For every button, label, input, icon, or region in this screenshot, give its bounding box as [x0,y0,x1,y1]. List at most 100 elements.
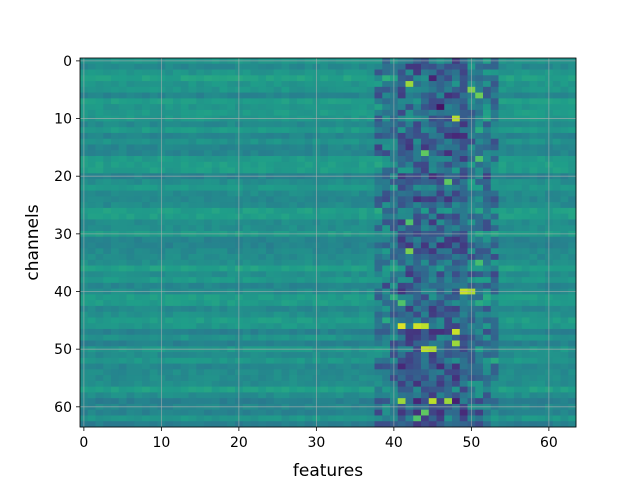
heatmap-cell [413,81,422,88]
heatmap-cell [266,328,275,336]
heatmap-cell [258,92,267,99]
heatmap-cell [436,156,445,163]
heatmap-cell [111,86,120,93]
heatmap-cell [118,63,127,70]
heatmap-cell [328,317,337,324]
heatmap-cell [552,357,561,364]
heatmap-cell [211,132,220,140]
heatmap-cell [506,409,515,416]
heatmap-cell [219,300,228,307]
heatmap-cell [242,248,251,255]
heatmap-cell [328,277,337,284]
heatmap-cell [142,421,151,428]
heatmap-cell [242,352,251,359]
heatmap-cell [304,196,313,203]
heatmap-cell [227,259,236,266]
heatmap-cell [273,386,282,393]
heatmap-cell [366,352,375,359]
heatmap-cell [320,415,329,422]
heatmap-cell [475,219,484,226]
heatmap-cell [297,213,306,220]
heatmap-cell [134,236,143,243]
heatmap-cell [366,86,375,93]
heatmap-cell [180,294,189,301]
heatmap-cell [552,380,561,388]
heatmap-cell [552,271,561,278]
heatmap-cell [537,132,546,140]
heatmap-cell [343,69,352,76]
heatmap-cell [266,334,275,341]
heatmap-cell [343,259,352,266]
heatmap-cell [475,271,484,278]
heatmap-cell [359,357,368,364]
heatmap-cell [397,294,406,301]
heatmap-cell [428,305,437,313]
heatmap-cell [366,225,375,232]
heatmap-cell [421,363,430,370]
heatmap-cell [366,311,375,318]
heatmap-cell [95,352,104,359]
heatmap-cell [258,334,267,341]
heatmap-cell [320,398,329,405]
heatmap-cell [359,242,368,249]
heatmap-cell [521,161,530,168]
heatmap-cell [320,184,329,192]
heatmap-cell [103,167,112,174]
heatmap-cell [281,202,290,209]
heatmap-cell [281,156,290,163]
heatmap-cell [552,265,561,272]
heatmap-cell [514,415,523,422]
heatmap-cell [111,317,120,324]
heatmap-cell [126,305,135,313]
heatmap-cell [289,75,298,82]
heatmap-cell [149,98,158,105]
heatmap-cell [475,265,484,272]
heatmap-cell [211,202,220,209]
heatmap-cell [444,184,453,192]
heatmap-cell [560,132,569,140]
heatmap-cell [219,254,228,261]
heatmap-cell [428,127,437,134]
heatmap-cell [87,392,96,399]
heatmap-cell [537,328,546,336]
heatmap-cell [475,167,484,174]
heatmap-cell [142,219,151,226]
heatmap-cell [552,161,561,168]
heatmap-cell [258,317,267,324]
heatmap-cell [266,132,275,140]
heatmap-cell [149,225,158,232]
heatmap-cell [227,219,236,226]
heatmap-cell [506,415,515,422]
heatmap-cell [328,132,337,140]
heatmap-cell [134,81,143,88]
heatmap-cell [173,398,182,405]
heatmap-cell [258,294,267,301]
heatmap-cell [320,259,329,266]
heatmap-cell [560,121,569,128]
heatmap-cell [250,415,259,422]
heatmap-cell [359,328,368,336]
heatmap-cell [490,225,499,232]
heatmap-cell [529,265,538,272]
heatmap-cell [328,415,337,422]
heatmap-cell [142,138,151,145]
heatmap-cell [351,167,360,174]
heatmap-cell [142,127,151,134]
heatmap-cell [521,92,530,99]
heatmap-cell [180,357,189,364]
heatmap-cell [436,161,445,168]
heatmap-cell [405,248,414,255]
heatmap-cell [289,380,298,388]
heatmap-cell [242,69,251,76]
heatmap-cell [149,207,158,215]
heatmap-cell [196,75,205,82]
heatmap-cell [405,69,414,76]
heatmap-cell [397,98,406,105]
heatmap-cell [514,219,523,226]
heatmap-cell [211,363,220,370]
heatmap-cell [552,98,561,105]
heatmap-cell [227,380,236,388]
heatmap-cell [568,236,577,243]
heatmap-cell [227,363,236,370]
heatmap-cell [173,317,182,324]
